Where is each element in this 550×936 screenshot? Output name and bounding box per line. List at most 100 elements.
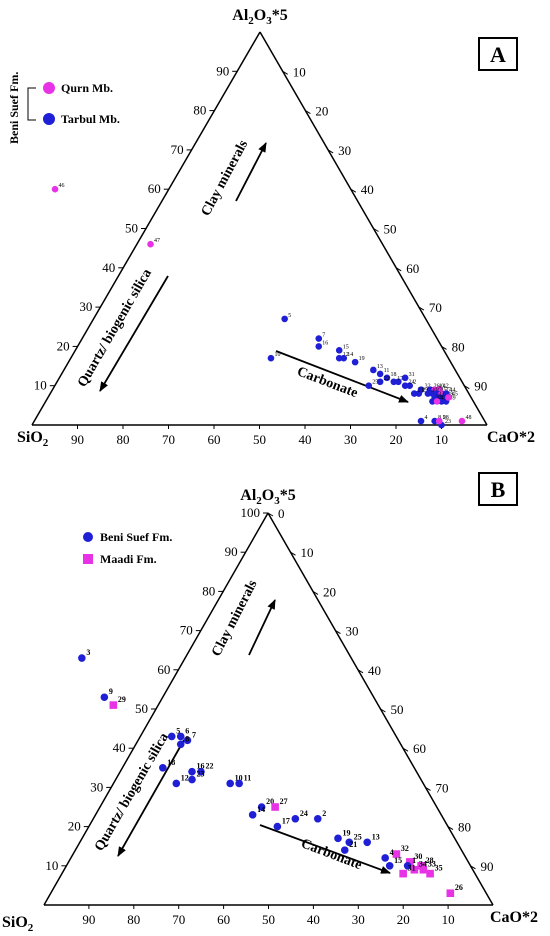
data-point-label: 4 <box>390 848 394 857</box>
right-axis-tick <box>402 747 409 752</box>
panel-label: A <box>490 42 506 67</box>
data-point-label: 6 <box>185 726 189 735</box>
right-axis-tick-label: 10 <box>293 64 306 79</box>
arrow-label-silica: Quartz/ biogenic silica <box>92 731 172 854</box>
arrow-label-silica: Quartz/ biogenic silica <box>75 267 155 390</box>
data-point-label: 32 <box>401 844 409 853</box>
data-point-label: 20 <box>266 797 274 806</box>
data-point-label: 46 <box>59 183 65 189</box>
data-point <box>417 417 425 425</box>
data-point <box>271 803 279 811</box>
bottom-axis-tick-label: 30 <box>344 432 357 447</box>
panel-label-box <box>478 37 518 71</box>
right-axis-tick-label: 30 <box>346 624 359 639</box>
data-point <box>351 358 359 366</box>
left-axis-tick-label: 50 <box>125 221 138 236</box>
data-point-label: 7 <box>192 730 196 739</box>
data-point-label: 25 <box>372 380 378 386</box>
arrow-silica <box>117 739 185 857</box>
right-axis-tick-label: 30 <box>338 143 351 158</box>
bottom-axis-tick-label: 70 <box>162 432 175 447</box>
data-point-label: 26 <box>434 384 440 390</box>
data-point-label: 5 <box>288 313 291 319</box>
left-axis-tick-label: 40 <box>113 740 126 755</box>
bottom-axis-tick-label: 20 <box>390 432 403 447</box>
left-axis-tick-label: 70 <box>180 623 193 638</box>
data-point <box>410 390 418 397</box>
data-point-label: 28 <box>443 415 449 421</box>
bottom-axis-tick-label: 80 <box>127 912 140 927</box>
right-axis-tick <box>290 551 296 556</box>
data-point-label: 15 <box>394 856 402 865</box>
data-point <box>370 366 377 374</box>
data-point <box>345 838 354 847</box>
legend-bracket <box>27 87 36 121</box>
data-point <box>401 374 409 382</box>
panel-a: Al2O3*5 SiO2 CaO*2 A 102030405060708090 … <box>7 7 535 449</box>
data-point-label: 8 <box>185 734 189 743</box>
arrow-silica <box>99 275 169 392</box>
data-point-label: 47 <box>154 238 160 244</box>
bottom-axis-tick-label: 50 <box>262 912 275 927</box>
data-point <box>417 862 425 870</box>
data-point-label: 33 <box>438 391 444 397</box>
data-point-label: 4 <box>425 415 428 421</box>
right-axis-tick-label: 10 <box>301 545 314 560</box>
data-point-label: 28 <box>426 856 434 865</box>
data-point <box>197 767 205 776</box>
bottom-axis-tick-label: 40 <box>299 432 312 447</box>
data-point <box>431 417 438 425</box>
left-axis-tick-label: 90 <box>225 544 238 559</box>
bottom-axis-tick-label: 60 <box>208 432 221 447</box>
right-axis-tick <box>357 669 364 674</box>
data-point-label: 34 <box>436 395 442 401</box>
data-point <box>403 862 412 870</box>
right-axis-tick <box>441 345 447 350</box>
data-point <box>335 347 343 354</box>
bottom-axis-tick-label: 30 <box>352 912 365 927</box>
data-point <box>426 869 434 878</box>
arrow-carbonate <box>275 350 409 403</box>
data-point-label: 23 <box>445 419 451 425</box>
arrow-clay <box>235 142 267 202</box>
right-axis-tick-label: 80 <box>458 820 471 835</box>
left-axis-tick-label: 70 <box>171 142 184 157</box>
data-point <box>381 854 389 862</box>
data-point <box>315 335 323 342</box>
data-point <box>100 693 109 702</box>
data-point <box>435 417 443 425</box>
arrow-label-clay: Clay minerals <box>199 137 252 218</box>
data-point <box>291 814 300 823</box>
right-axis-tick-label: 20 <box>315 104 328 119</box>
left-axis-tick-label: 60 <box>148 181 161 196</box>
data-point-label: 35 <box>440 388 446 394</box>
data-point-label: 22 <box>384 376 390 382</box>
legend-marker-beni-suef <box>83 532 93 542</box>
right-axis-tick-label: 20 <box>323 584 336 599</box>
right-axis-tick-label: 0 <box>278 506 285 521</box>
bottom-axis-tick-label: 10 <box>442 912 455 927</box>
legend-label-qurn: Qurn Mb. <box>61 81 113 95</box>
right-axis-tick-label: 80 <box>452 339 465 354</box>
right-axis-tick <box>373 228 379 232</box>
data-point-label: 30 <box>414 852 422 861</box>
right-axis-tick-label: 40 <box>368 663 381 678</box>
data-point-label: 3 <box>86 648 90 657</box>
legend-label-tarbul: Tarbul Mb. <box>61 112 120 126</box>
data-point-label: 37 <box>445 388 451 394</box>
right-axis-tick <box>350 188 357 193</box>
panel-label: B <box>491 477 506 502</box>
apex-right-label: CaO*2 <box>490 909 538 926</box>
data-point-label: 38 <box>447 391 453 397</box>
data-point-label: 9 <box>109 687 113 696</box>
arrow-carbonate <box>259 824 391 874</box>
bottom-axis-tick-label: 10 <box>435 432 448 447</box>
data-point-label: 11 <box>244 773 252 782</box>
apex-left-label: SiO2 <box>2 914 34 934</box>
data-point <box>235 779 243 788</box>
data-point <box>281 315 288 323</box>
data-point-label: 27 <box>436 388 442 394</box>
data-point-label: 18 <box>390 372 396 378</box>
data-point <box>183 736 192 745</box>
data-point <box>445 394 452 401</box>
